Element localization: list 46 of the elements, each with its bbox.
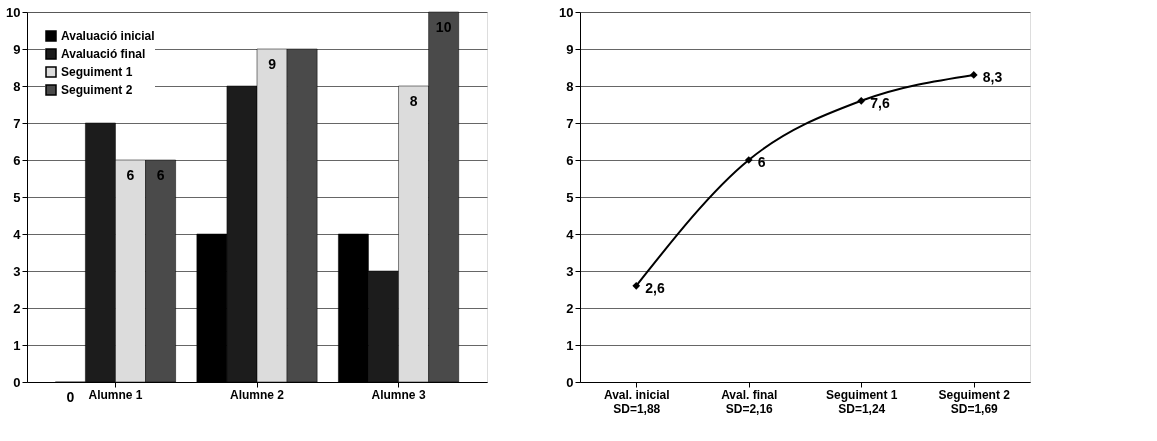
point	[632, 281, 641, 290]
y-tick-label: 8	[13, 78, 21, 94]
y-tick-label: 3	[13, 263, 21, 279]
y-tick-label: 8	[566, 78, 574, 94]
y-tick-label: 1	[13, 337, 21, 353]
y-tick-label: 0	[566, 374, 574, 390]
y-tick-label: 2	[13, 300, 21, 316]
y-tick-label: 7	[566, 115, 574, 131]
data-label: 7,6	[870, 94, 890, 111]
y-tick-label: 4	[566, 226, 575, 242]
y-tick-label: 5	[566, 189, 574, 205]
legend-label: Seguiment 2	[61, 83, 133, 97]
y-tick-label: 9	[13, 41, 21, 57]
y-tick-label: 7	[13, 115, 21, 131]
data-label: 6	[156, 167, 165, 183]
x-tick-label: Aval. inicial SD=1,88	[603, 387, 670, 416]
data-label: 10	[435, 19, 452, 35]
data-label: 9	[268, 56, 277, 72]
legend-label: Seguiment 1	[61, 65, 133, 79]
data-label: 8	[409, 93, 418, 109]
x-tick-label: Alumne 2	[229, 387, 285, 402]
data-label: 6	[126, 167, 135, 183]
point	[969, 71, 978, 79]
x-tick-label: Aval. final SD=2,16	[721, 387, 778, 416]
data-label: 8,3	[982, 68, 1003, 85]
data-label: 0	[66, 389, 75, 405]
y-tick-label: 9	[566, 41, 574, 57]
y-tick-label: 4	[13, 226, 22, 242]
y-tick-label: 5	[13, 189, 21, 205]
y-tick-label: 2	[566, 300, 574, 316]
y-tick-label: 0	[13, 374, 21, 390]
x-tick-label: Alumne 3	[371, 387, 426, 402]
y-tick-label: 6	[566, 152, 574, 168]
y-tick-label: 3	[566, 263, 574, 279]
y-tick-label: 1	[566, 337, 574, 353]
legend-label: Avaluació final	[61, 47, 146, 61]
point	[744, 156, 753, 164]
y-tick-label: 10	[6, 4, 21, 20]
x-tick-label: Seguiment 1 SD=1,24	[826, 387, 898, 416]
y-tick-label: 6	[13, 152, 21, 168]
x-tick-label: Alumne 1	[88, 387, 143, 402]
point	[857, 96, 866, 105]
legend-label: Avaluació inicial	[61, 29, 155, 43]
x-tick-label: Seguiment 2 SD=1,69	[938, 387, 1011, 416]
data-label: 2,6	[645, 279, 665, 296]
y-tick-label: 10	[559, 4, 574, 20]
